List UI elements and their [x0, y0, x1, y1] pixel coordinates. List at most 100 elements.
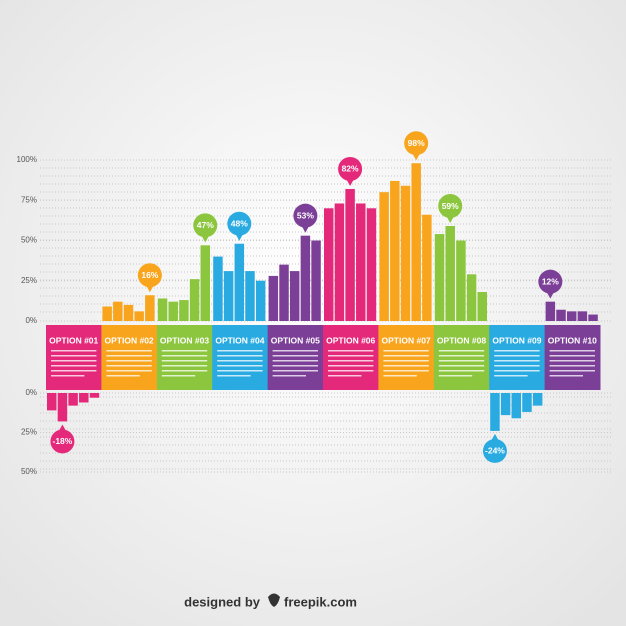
bar	[356, 203, 366, 321]
text-placeholder	[549, 375, 583, 377]
option-panel	[212, 325, 269, 390]
option-panel	[267, 325, 324, 390]
text-placeholder	[51, 375, 85, 377]
pin	[50, 429, 75, 454]
option-label: OPTION #07	[382, 335, 431, 345]
bar	[556, 309, 566, 321]
option-panel	[378, 325, 435, 390]
pin	[482, 438, 507, 463]
text-placeholder	[494, 375, 528, 377]
bar	[47, 393, 57, 411]
option-label: OPTION #09	[492, 335, 541, 345]
bar	[68, 393, 78, 406]
option-panel	[544, 325, 601, 390]
option-label: OPTION #04	[215, 335, 264, 345]
bar	[366, 208, 377, 321]
text-placeholder	[549, 350, 595, 352]
bar	[522, 393, 532, 412]
bar	[289, 271, 300, 321]
pin-label: -18%	[52, 436, 72, 446]
text-placeholder	[106, 355, 152, 357]
option-label: OPTION #01	[49, 335, 98, 345]
text-placeholder	[51, 365, 97, 367]
text-placeholder	[494, 365, 540, 367]
text-placeholder	[272, 360, 318, 362]
text-placeholder	[217, 370, 263, 372]
bar	[445, 226, 455, 321]
bar	[345, 188, 355, 321]
footer-prefix: designed by	[184, 594, 261, 609]
text-placeholder	[106, 360, 152, 362]
bar	[245, 271, 255, 321]
pin	[227, 211, 252, 236]
text-placeholder	[161, 370, 208, 372]
bar	[311, 240, 321, 321]
option-panel	[489, 325, 546, 390]
text-placeholder	[328, 360, 374, 362]
bar	[500, 393, 511, 416]
bar	[434, 234, 445, 321]
text-placeholder	[51, 370, 97, 372]
text-placeholder	[161, 350, 208, 352]
text-placeholder	[438, 370, 485, 372]
bar	[300, 235, 311, 321]
option-label: OPTION #06	[326, 335, 375, 345]
text-placeholder	[438, 355, 485, 357]
text-placeholder	[217, 355, 263, 357]
pin	[193, 213, 218, 238]
option-label: OPTION #08	[437, 335, 486, 345]
text-placeholder	[328, 355, 374, 357]
text-placeholder	[549, 355, 595, 357]
bar	[113, 301, 123, 321]
y-tick-label: 100%	[17, 155, 37, 164]
pin-label: 53%	[297, 210, 314, 220]
text-placeholder	[328, 350, 374, 352]
text-placeholder	[161, 365, 208, 367]
bar	[234, 243, 245, 321]
footer-brand: freepik.com	[284, 594, 357, 609]
bar	[279, 264, 289, 321]
text-placeholder	[494, 350, 540, 352]
text-placeholder	[438, 375, 473, 377]
text-placeholder	[272, 365, 318, 367]
bar	[145, 295, 155, 321]
text-placeholder	[272, 350, 318, 352]
text-placeholder	[272, 355, 318, 357]
bar	[123, 304, 134, 321]
text-placeholder	[494, 355, 540, 357]
bar	[456, 240, 466, 321]
bar	[255, 280, 266, 321]
pin-label: 12%	[542, 276, 559, 286]
text-placeholder	[106, 365, 152, 367]
y-tick-label: 0%	[25, 316, 37, 325]
text-placeholder	[383, 375, 417, 377]
option-label: OPTION #03	[160, 335, 209, 345]
text-placeholder	[272, 370, 318, 372]
text-placeholder	[51, 350, 97, 352]
bar	[400, 185, 411, 321]
text-placeholder	[383, 360, 429, 362]
pin	[293, 203, 318, 228]
bar	[490, 393, 500, 431]
text-placeholder	[383, 350, 429, 352]
pin-label: 16%	[141, 270, 158, 280]
text-placeholder	[549, 365, 595, 367]
bar	[511, 393, 522, 419]
pin-label: 59%	[442, 201, 459, 211]
text-placeholder	[51, 355, 97, 357]
option-panel	[433, 325, 490, 390]
text-placeholder	[328, 375, 362, 377]
text-placeholder	[217, 375, 251, 377]
text-placeholder	[383, 355, 429, 357]
bar	[390, 180, 400, 321]
text-placeholder	[217, 360, 263, 362]
logo-icon	[268, 593, 280, 607]
option-label: OPTION #02	[105, 335, 154, 345]
pin-label: 48%	[231, 218, 248, 228]
text-placeholder	[438, 360, 485, 362]
text-placeholder	[328, 365, 374, 367]
option-panel	[156, 325, 213, 390]
pin	[404, 131, 429, 156]
footer: designed by freepik.com	[184, 593, 357, 609]
